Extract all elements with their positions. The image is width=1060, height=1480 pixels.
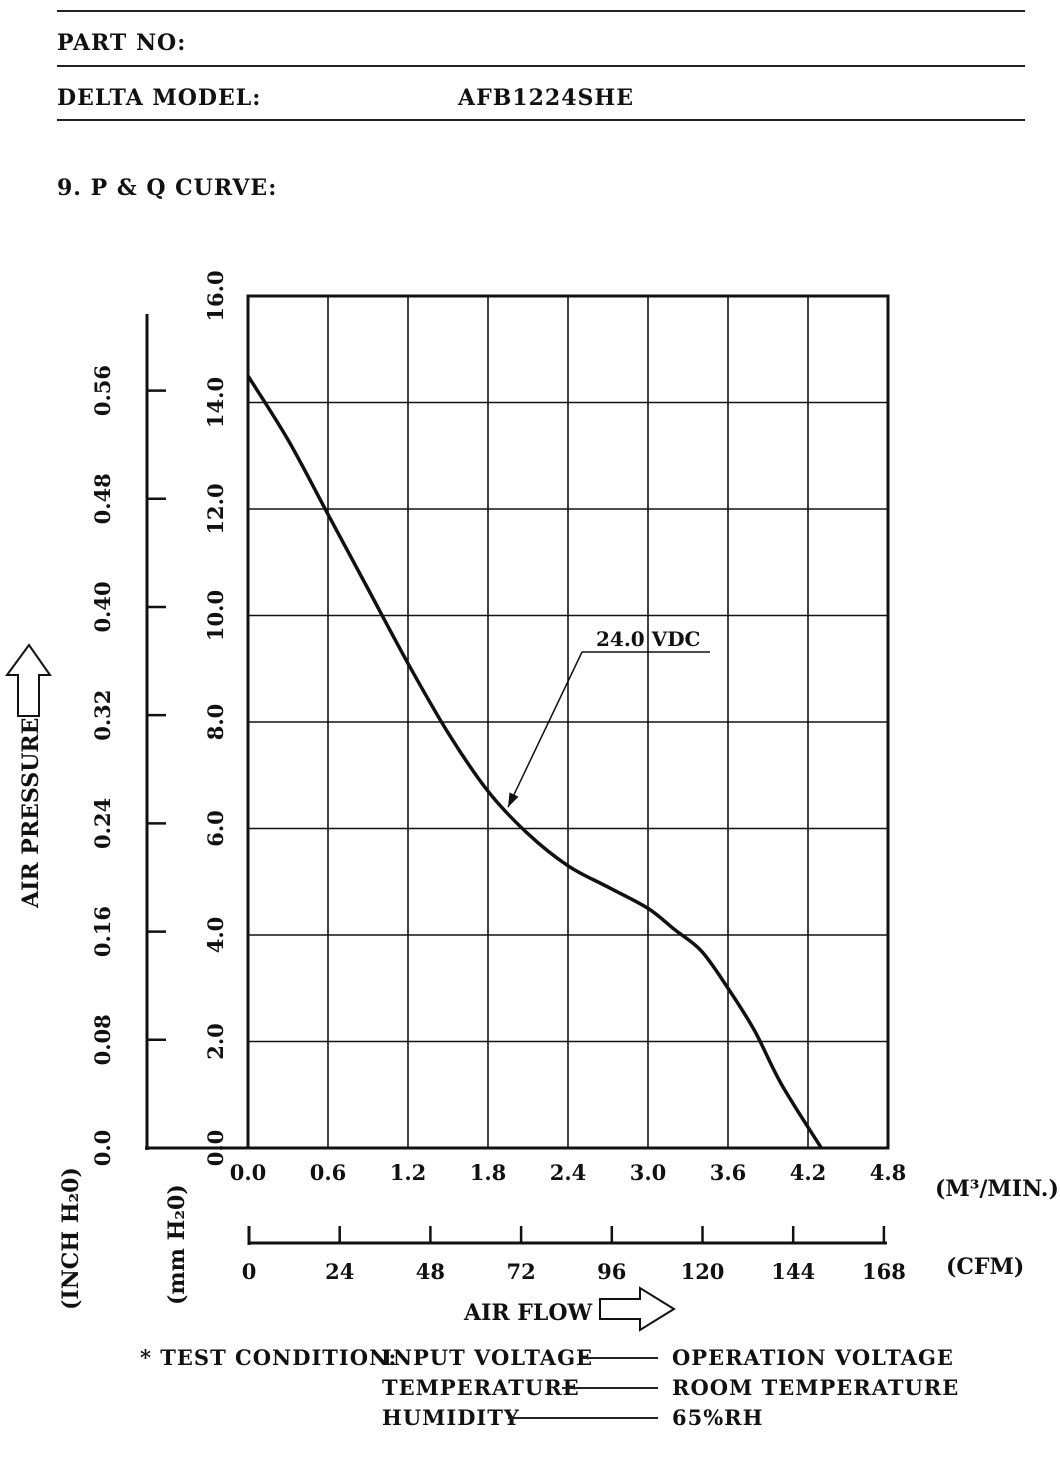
annotation-arrowhead — [508, 792, 519, 808]
m3-tick-label: 0.6 — [310, 1160, 347, 1185]
tc-row-name: TEMPERATURE — [382, 1375, 580, 1400]
header-bottom-rule — [57, 119, 1025, 121]
cfm-tick-label: 72 — [506, 1259, 535, 1284]
m3-tick-label: 4.8 — [870, 1160, 907, 1185]
cfm-tick-labels: 0 24 48 72 96 120 144 168 — [242, 1259, 906, 1284]
inch-tick-label: 0.24 — [90, 798, 115, 849]
m3-tick-label: 0.0 — [230, 1160, 267, 1185]
air-pressure-arrow-icon — [5, 643, 52, 717]
test-condition-label: * TEST CONDITION: — [140, 1345, 398, 1370]
m3-tick-label: 3.6 — [710, 1160, 747, 1185]
inch-tick-label: 0.56 — [90, 365, 115, 416]
header-mid-rule — [57, 65, 1025, 67]
chart-grid — [248, 296, 888, 1148]
inch-unit-label: (INCH H₂0) — [58, 1167, 84, 1310]
header-top-rule — [57, 10, 1025, 12]
tc-row-name: INPUT VOLTAGE — [382, 1345, 594, 1370]
mm-tick-label: 10.0 — [203, 590, 228, 641]
inch-tick-label: 0.0 — [90, 1130, 115, 1167]
mm-tick-labels: 0.0 2.0 4.0 6.0 8.0 10.0 12.0 14.0 16.0 — [203, 270, 228, 1166]
tc-row-value: 65%RH — [672, 1405, 764, 1430]
series-annotation-label: 24.0 VDC — [596, 627, 700, 651]
air-pressure-label: AIR PRESSURE — [18, 718, 44, 909]
tc-row-dash — [581, 1357, 658, 1359]
annotation-leader — [507, 651, 583, 808]
part-no-label: PART NO: — [57, 30, 187, 56]
mm-tick-label: 0.0 — [203, 1130, 228, 1167]
air-flow-arrow-icon — [599, 1286, 676, 1332]
m3-tick-labels: 0.0 0.6 1.2 1.8 2.4 3.0 3.6 4.2 4.8 — [230, 1160, 907, 1185]
inch-tick-label: 0.08 — [90, 1014, 115, 1065]
cfm-tick-label: 144 — [771, 1259, 815, 1284]
section-title: 9. P & Q CURVE: — [57, 175, 278, 201]
cfm-unit-label: (CFM) — [946, 1254, 1024, 1280]
tc-row-value: ROOM TEMPERATURE — [672, 1375, 960, 1400]
inch-ticks — [147, 389, 166, 1042]
cfm-ticks — [338, 1226, 886, 1243]
delta-model-label: DELTA MODEL: — [57, 85, 262, 111]
m3-tick-label: 1.8 — [470, 1160, 507, 1185]
cfm-tick-label: 24 — [325, 1259, 354, 1284]
cfm-tick-label: 96 — [597, 1259, 626, 1284]
plot-frame — [246, 294, 890, 1150]
inch-tick-label: 0.32 — [90, 690, 115, 741]
tc-row-value: OPERATION VOLTAGE — [672, 1345, 954, 1370]
tc-row-name: HUMIDITY — [382, 1405, 520, 1430]
inch-tick-label: 0.48 — [90, 473, 115, 524]
series-24vdc-line — [246, 374, 823, 1149]
delta-model-value: AFB1224SHE — [458, 85, 634, 111]
mm-unit-label: (mm H₂0) — [164, 1184, 190, 1305]
mm-tick-label: 4.0 — [203, 917, 228, 954]
cfm-tick-label: 168 — [862, 1259, 906, 1284]
m3-unit-label: (M³/MIN.) — [935, 1176, 1059, 1202]
cfm-tick-label: 0 — [242, 1259, 257, 1284]
mm-tick-label: 16.0 — [203, 270, 228, 321]
m3-tick-label: 2.4 — [550, 1160, 587, 1185]
mm-tick-label: 2.0 — [203, 1023, 228, 1060]
tc-row-dash — [562, 1387, 658, 1389]
cfm-tick-label: 48 — [416, 1259, 445, 1284]
mm-tick-label: 12.0 — [203, 483, 228, 534]
m3-tick-label: 3.0 — [630, 1160, 667, 1185]
tc-row-dash — [508, 1417, 658, 1419]
inch-tick-labels: 0.0 0.08 0.16 0.24 0.32 0.40 0.48 0.56 — [90, 365, 115, 1166]
mm-tick-label: 8.0 — [203, 704, 228, 741]
mm-tick-label: 14.0 — [203, 377, 228, 428]
m3-tick-label: 4.2 — [790, 1160, 827, 1185]
cfm-tick-label: 120 — [681, 1259, 725, 1284]
inch-tick-label: 0.40 — [90, 581, 115, 632]
pq-chart: 0.0 0.08 0.16 0.24 0.32 0.40 0.48 0.56 0.0 2.0 4.… — [5, 270, 1059, 1332]
air-flow-label: AIR FLOW — [463, 1300, 593, 1326]
inch-tick-label: 0.16 — [90, 906, 115, 957]
m3-tick-label: 1.2 — [390, 1160, 427, 1185]
mm-tick-label: 6.0 — [203, 810, 228, 847]
